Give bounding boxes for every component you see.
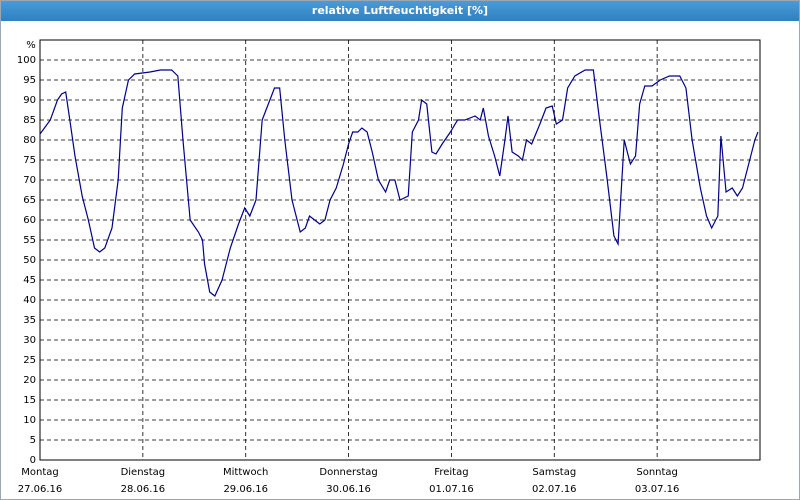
x-tick-label: Donnerstag bbox=[319, 467, 377, 478]
x-tick-label: Mittwoch bbox=[223, 467, 268, 478]
y-tick-label: 45 bbox=[23, 275, 36, 286]
y-tick-label: 90 bbox=[23, 95, 36, 106]
x-tick-date: 27.06.16 bbox=[18, 484, 63, 495]
y-tick-label: 55 bbox=[23, 235, 36, 246]
x-tick-label: Dienstag bbox=[121, 467, 166, 478]
y-tick-label: 60 bbox=[23, 215, 36, 226]
y-tick-label: 40 bbox=[23, 295, 36, 306]
plot-area bbox=[39, 39, 761, 461]
x-tick-label: Sonntag bbox=[636, 467, 678, 478]
data-line bbox=[39, 69, 759, 297]
y-tick-label: 75 bbox=[23, 155, 36, 166]
y-tick-label: 95 bbox=[23, 75, 36, 86]
y-unit: % bbox=[26, 40, 36, 51]
y-tick-label: 20 bbox=[23, 375, 36, 386]
x-tick-date: 03.07.16 bbox=[635, 484, 680, 495]
x-tick-date: 28.06.16 bbox=[121, 484, 166, 495]
x-tick-date: 29.06.16 bbox=[223, 484, 268, 495]
y-tick-label: 15 bbox=[23, 395, 36, 406]
x-tick-label: Freitag bbox=[434, 467, 468, 478]
title-bar: relative Luftfeuchtigkeit [%] bbox=[1, 1, 799, 21]
y-tick-label: 100 bbox=[17, 55, 36, 66]
x-tick-date: 02.07.16 bbox=[532, 484, 577, 495]
y-tick-label: 10 bbox=[23, 415, 36, 426]
x-tick-label: Samstag bbox=[532, 467, 576, 478]
x-tick-date: 30.06.16 bbox=[326, 484, 371, 495]
y-tick-label: 80 bbox=[23, 135, 36, 146]
y-tick-label: 0 bbox=[30, 455, 36, 466]
y-tick-label: 65 bbox=[23, 195, 36, 206]
y-tick-label: 85 bbox=[23, 115, 36, 126]
x-tick-label: Montag bbox=[21, 467, 58, 478]
y-tick-label: 5 bbox=[30, 435, 36, 446]
x-tick-date: 01.07.16 bbox=[429, 484, 474, 495]
y-tick-label: 35 bbox=[23, 315, 36, 326]
y-tick-label: 25 bbox=[23, 355, 36, 366]
y-tick-label: 50 bbox=[23, 255, 36, 266]
y-tick-label: 70 bbox=[23, 175, 36, 186]
y-tick-label: 30 bbox=[23, 335, 36, 346]
